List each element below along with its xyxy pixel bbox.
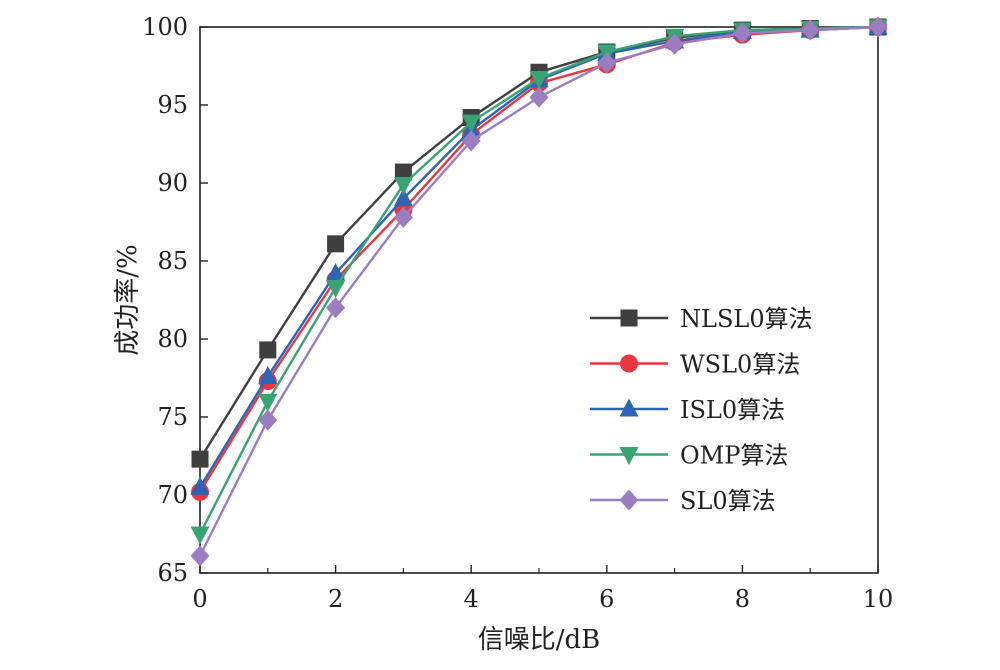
x-tick-label: 0 [192,585,207,613]
y-tick-label: 90 [157,169,188,197]
series-point-3 [529,70,549,89]
series-point-3 [461,114,481,133]
series-point-0 [191,450,209,468]
series-point-3 [258,393,278,412]
legend-marker-2 [619,398,639,417]
series-point-4 [326,297,346,319]
y-tick-label: 95 [157,91,188,119]
x-axis-title: 信噪比/dB [478,625,601,655]
series-point-0 [394,163,412,181]
x-tick-label: 4 [464,585,479,613]
series-point-3 [326,280,346,299]
legend-marker-0 [620,309,638,327]
y-tick-label: 70 [157,481,188,509]
legend-label-1: WSL0算法 [680,351,800,379]
legend-label-0: NLSL0算法 [680,305,813,333]
legend-marker-4 [619,489,639,511]
x-tick-label: 10 [863,585,894,613]
x-tick-label: 8 [735,585,750,613]
series-point-4 [393,206,413,228]
y-tick-label: 85 [157,247,188,275]
series-point-4 [258,409,278,431]
series-point-2 [258,365,278,384]
series-point-4 [597,52,617,74]
series-point-4 [529,86,549,108]
x-tick-label: 6 [599,585,614,613]
series-point-4 [868,16,888,38]
series-point-2 [393,188,413,207]
y-tick-label: 75 [157,403,188,431]
legend-label-3: OMP算法 [680,442,788,470]
legend-label-2: ISL0算法 [680,396,785,424]
plot-frame [199,26,879,574]
series-point-4 [461,130,481,152]
series-point-4 [800,19,820,41]
y-tick-label: 65 [157,559,188,587]
series-point-3 [190,526,210,545]
y-tick-label: 80 [157,325,188,353]
series-point-4 [665,33,685,55]
series-point-2 [326,262,346,281]
series-point-0 [327,235,345,253]
series-point-4 [190,545,210,567]
y-tick-label: 100 [142,13,188,41]
legend-marker-1 [620,354,638,373]
series-point-2 [190,476,210,495]
legend-label-4: SL0算法 [680,487,776,515]
legend-marker-3 [619,447,639,465]
x-tick-label: 2 [328,585,343,613]
y-axis-title: 成功率/% [113,244,143,355]
series-point-0 [259,341,277,359]
series-point-4 [732,22,752,44]
series-point-3 [393,177,413,196]
